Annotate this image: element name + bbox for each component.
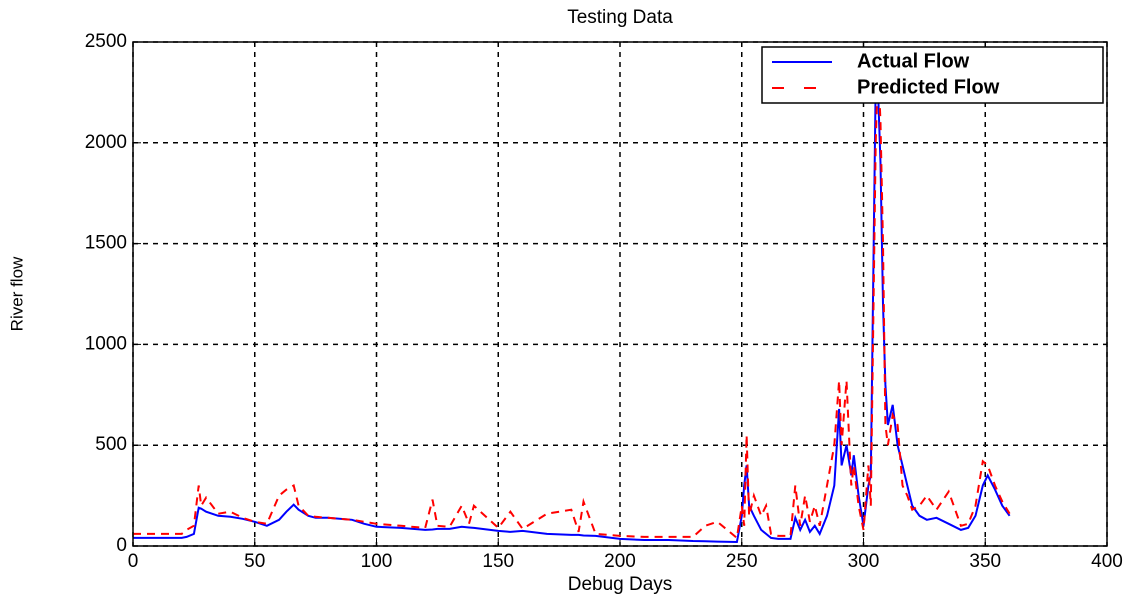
x-tick-label: 100 — [361, 551, 393, 572]
x-axis-label: Debug Days — [568, 574, 673, 595]
y-tick-label: 1500 — [85, 233, 127, 254]
x-tick-label: 400 — [1091, 551, 1123, 572]
y-tick-label: 1000 — [85, 333, 127, 354]
y-tick-label: 500 — [95, 434, 127, 455]
x-tick-label: 300 — [848, 551, 880, 572]
legend-label: Actual Flow — [857, 50, 970, 72]
y-tick-label: 0 — [116, 535, 127, 556]
plot-border — [132, 41, 1108, 547]
x-tick-label: 150 — [482, 551, 514, 572]
x-tick-label: 50 — [244, 551, 265, 572]
x-tick-label: 350 — [969, 551, 1001, 572]
legend-label: Predicted Flow — [857, 76, 1000, 98]
x-tick-label: 200 — [604, 551, 636, 572]
x-tick-label: 0 — [128, 551, 139, 572]
legend-box — [761, 46, 1104, 104]
chart-title: Testing Data — [567, 7, 673, 28]
series-line — [133, 62, 1011, 540]
y-tick-label: 2500 — [85, 31, 127, 52]
y-axis-label: River flow — [7, 256, 26, 331]
x-tick-label: 250 — [726, 551, 758, 572]
y-tick-label: 2000 — [85, 132, 127, 153]
